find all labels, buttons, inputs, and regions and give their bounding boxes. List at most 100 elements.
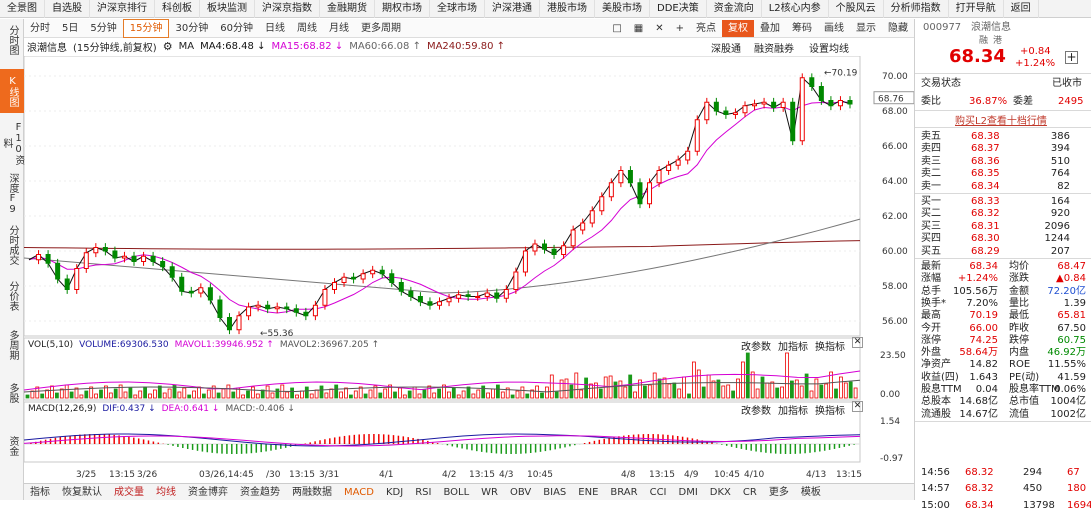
- indicator-tab[interactable]: MACD: [344, 486, 374, 498]
- candle-body: [236, 315, 242, 331]
- vol-close-icon[interactable]: ✕: [852, 337, 863, 348]
- vol-bar: [765, 382, 770, 399]
- sidebar-item[interactable]: K线图: [0, 69, 24, 113]
- indicator-tab[interactable]: 模板: [800, 486, 821, 498]
- sidebar-item[interactable]: 资金: [7, 436, 18, 456]
- top-menu-item[interactable]: 打开导航: [949, 0, 1004, 18]
- hk-connect-link[interactable]: 深股通: [711, 44, 741, 55]
- period-tab[interactable]: 5日: [62, 22, 79, 34]
- tool-button[interactable]: 亮点: [696, 22, 716, 34]
- top-menu-item[interactable]: 沪深京指数: [255, 0, 320, 18]
- sell-level: 卖三 68.36 510: [915, 155, 1091, 168]
- top-menu-item[interactable]: 资金流向: [707, 0, 762, 18]
- sidebar-item[interactable]: 分时图: [7, 25, 18, 55]
- macd-params-link[interactable]: 改参数: [741, 406, 771, 417]
- candle-body: [437, 301, 442, 306]
- l2-link[interactable]: 购买L2查看十档行情: [955, 116, 1047, 127]
- quote-panel: 000977 浪潮信息 融 港 68.34 +0.84 +1.24% + 交易状…: [914, 19, 1091, 511]
- indicator-tab[interactable]: BIAS: [543, 486, 567, 498]
- indicator-tab[interactable]: DMI: [678, 486, 698, 498]
- tool-button[interactable]: 隐藏: [888, 22, 908, 34]
- indicator-tab[interactable]: CCI: [649, 486, 667, 498]
- period-tab[interactable]: 周线: [296, 22, 317, 34]
- settings-icon[interactable]: ⚙: [162, 40, 173, 53]
- sidebar-item[interactable]: 分时成交: [7, 225, 18, 265]
- indicator-tab[interactable]: 资金博弈: [188, 486, 228, 498]
- ma-settings-link[interactable]: 设置均线: [809, 44, 849, 55]
- sidebar-item[interactable]: 多周期: [7, 330, 18, 360]
- top-menu-item[interactable]: 沪深港通: [485, 0, 540, 18]
- macd-close-icon[interactable]: ✕: [852, 401, 863, 412]
- tool-button[interactable]: 复权: [722, 19, 754, 37]
- top-menu-item[interactable]: 美股市场: [595, 0, 650, 18]
- indicator-tab[interactable]: 资金趋势: [240, 486, 280, 498]
- indicator-tab[interactable]: 更多: [768, 486, 789, 498]
- stat-row: 今开 66.00 昨收 67.50: [915, 322, 1091, 335]
- indicator-tab[interactable]: DKX: [709, 486, 731, 498]
- indicator-tab[interactable]: WR: [481, 486, 498, 498]
- indicator-tab[interactable]: 成交量: [114, 486, 144, 498]
- top-menu-item[interactable]: 港股市场: [540, 0, 595, 18]
- top-menu-item[interactable]: 全球市场: [430, 0, 485, 18]
- close-icon[interactable]: ✕: [655, 22, 664, 34]
- period-tab[interactable]: 更多周期: [360, 22, 401, 34]
- indicator-tab[interactable]: CR: [742, 486, 757, 498]
- top-menu-item[interactable]: 科创板: [155, 0, 200, 18]
- period-tab[interactable]: 日线: [264, 22, 285, 34]
- stat-row: 流通股 14.67亿 流值 1002亿: [915, 408, 1091, 421]
- macd-label: MACD(12,26,9): [28, 404, 97, 414]
- indicator-tab[interactable]: BOLL: [443, 486, 470, 498]
- book-price: 68.34: [971, 180, 1000, 192]
- tool-button[interactable]: 画线: [824, 22, 844, 34]
- add-watchlist-icon[interactable]: +: [1065, 50, 1078, 64]
- period-tab[interactable]: 60分钟: [220, 22, 253, 34]
- period-tab[interactable]: 分时: [30, 22, 50, 34]
- stat-value: 1.643: [969, 371, 998, 383]
- top-menu-item[interactable]: 返回: [1004, 0, 1039, 18]
- top-menu-item[interactable]: 分析师指数: [884, 0, 949, 18]
- top-menu-item[interactable]: DDE决策: [650, 0, 707, 18]
- indicator-tab[interactable]: 两融数据: [292, 486, 332, 498]
- vol-bar: [545, 386, 549, 399]
- macd-add-indicator-link[interactable]: 加指标: [778, 406, 808, 417]
- margin-link[interactable]: 融资融券: [754, 44, 794, 55]
- top-menu-item[interactable]: 期权市场: [375, 0, 430, 18]
- period-tab[interactable]: 5分钟: [90, 22, 117, 34]
- top-menu-item[interactable]: 全景图: [0, 0, 45, 18]
- vol-switch-indicator-link[interactable]: 换指标: [815, 342, 845, 353]
- tool-button[interactable]: 显示: [856, 22, 876, 34]
- top-menu-item[interactable]: 自选股: [45, 0, 90, 18]
- vol-bar: [755, 388, 760, 399]
- top-menu-item[interactable]: 板块监测: [200, 0, 255, 18]
- period-tab[interactable]: 15分钟: [122, 18, 170, 38]
- indicator-tab[interactable]: BRAR: [610, 486, 638, 498]
- sidebar-item[interactable]: 分价表: [7, 281, 18, 311]
- top-menu-item[interactable]: 沪深京排行: [90, 0, 155, 18]
- top-menu-item[interactable]: 个股风云: [829, 0, 884, 18]
- grid-icon[interactable]: ▦: [633, 22, 644, 34]
- indicator-tab[interactable]: OBV: [510, 486, 532, 498]
- period-tab[interactable]: 月线: [328, 22, 349, 34]
- indicator-tab[interactable]: 恢复默认: [62, 486, 102, 498]
- plus-icon[interactable]: +: [675, 22, 684, 34]
- ma240-value: MA240:59.80 ↑: [426, 41, 506, 52]
- vol-add-indicator-link[interactable]: 加指标: [778, 342, 808, 353]
- vol-params-link[interactable]: 改参数: [741, 342, 771, 353]
- sidebar-item[interactable]: 多股: [7, 383, 18, 403]
- indicator-tab[interactable]: 均线: [156, 486, 176, 498]
- sidebar-item[interactable]: 深度F9: [7, 173, 18, 215]
- top-menu-item[interactable]: L2核心内参: [762, 0, 829, 18]
- indicator-tab[interactable]: RSI: [415, 486, 432, 498]
- book-label: 卖五: [921, 131, 941, 142]
- period-tab[interactable]: 30分钟: [175, 22, 209, 34]
- indicator-tab[interactable]: ENE: [578, 486, 599, 498]
- kline-chart[interactable]: 70.00 68.00 66.00 64.00 62.00 60.00 58.00 56.00…: [23, 55, 915, 483]
- indicator-tab[interactable]: 指标: [30, 486, 50, 498]
- tool-button[interactable]: 叠加: [760, 22, 780, 34]
- square-icon[interactable]: □: [612, 22, 622, 34]
- sidebar-item[interactable]: F10资料: [1, 121, 24, 165]
- top-menu-item[interactable]: 金融期货: [320, 0, 375, 18]
- tool-button[interactable]: 筹码: [792, 22, 812, 34]
- indicator-tab[interactable]: KDJ: [385, 486, 404, 498]
- macd-switch-indicator-link[interactable]: 换指标: [815, 406, 845, 417]
